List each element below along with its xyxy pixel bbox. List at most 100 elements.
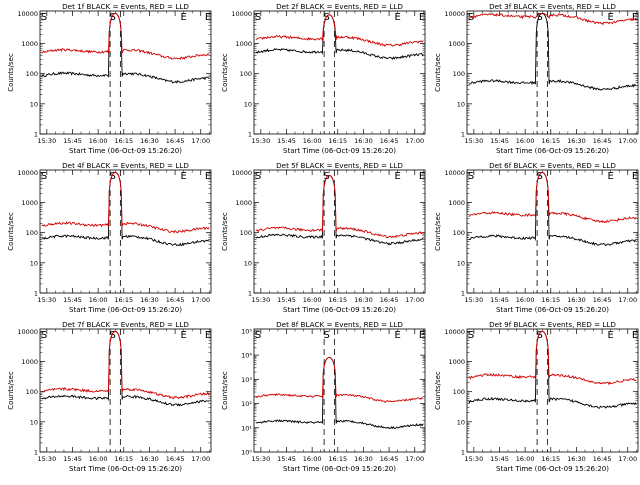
start-marker: S bbox=[255, 12, 261, 23]
x-tick-label: 15:30 bbox=[464, 296, 483, 304]
detector-panel-3: Det 3f BLACK = Events, RED = LLD 1 10 100 10… bbox=[434, 2, 639, 155]
y-tick-label: 1 bbox=[461, 131, 465, 139]
x-tick-label: 17:00 bbox=[618, 296, 637, 304]
x-tick-label: 16:15 bbox=[541, 296, 560, 304]
x-axis-label: Start Time (06-Oct-09 15:26:20) bbox=[283, 306, 396, 314]
y-tick-label: 100 bbox=[453, 388, 465, 396]
series-lld-line bbox=[468, 171, 637, 224]
y-tick-label: 1000 bbox=[448, 358, 465, 366]
x-tick-label: 16:15 bbox=[328, 455, 347, 463]
y-tick-label: 100 bbox=[26, 388, 38, 396]
detector-panel-7: Det 7f BLACK = Events, RED = LLD 1 10 100 10… bbox=[7, 320, 212, 473]
series-events-line bbox=[41, 171, 210, 247]
y-tick-label: 100 bbox=[453, 70, 465, 78]
x-tick-label: 16:15 bbox=[114, 296, 133, 304]
x-axis-label: Start Time (06-Oct-09 15:26:20) bbox=[69, 465, 182, 473]
y-axis-label: Counts/sec bbox=[221, 212, 229, 251]
x-axis-label: Start Time (06-Oct-09 15:26:20) bbox=[69, 147, 182, 155]
x-tick-label: 16:00 bbox=[303, 296, 322, 304]
x-tick-label: 16:30 bbox=[140, 137, 159, 145]
x-tick-label: 15:45 bbox=[63, 296, 82, 304]
y-axis-label: Counts/sec bbox=[7, 53, 15, 92]
y-tick-label: 1000 bbox=[448, 199, 465, 207]
end-marker: E bbox=[632, 330, 638, 341]
x-tick-label: 17:00 bbox=[405, 455, 424, 463]
end-marker: E bbox=[394, 330, 400, 341]
y-tick-label: 10³ bbox=[241, 376, 252, 384]
y-axis-label: Counts/sec bbox=[7, 371, 15, 410]
end-marker: E bbox=[632, 171, 638, 182]
series-lld-line bbox=[41, 12, 210, 60]
series-lld-line bbox=[468, 330, 637, 386]
x-tick-label: 16:00 bbox=[516, 296, 535, 304]
start-marker: S bbox=[323, 171, 329, 182]
start-marker: S bbox=[255, 171, 261, 182]
series-events-line bbox=[468, 171, 637, 247]
start-marker: S bbox=[41, 171, 47, 182]
x-tick-label: 16:45 bbox=[593, 455, 612, 463]
series-events-line bbox=[255, 357, 424, 430]
end-marker: E bbox=[205, 330, 211, 341]
end-marker: E bbox=[419, 171, 425, 182]
y-tick-label: 10 bbox=[457, 100, 465, 108]
end-marker: E bbox=[394, 171, 400, 182]
x-tick-label: 16:45 bbox=[166, 455, 185, 463]
x-tick-label: 16:45 bbox=[593, 137, 612, 145]
panel-title: Det 3f BLACK = Events, RED = LLD bbox=[489, 2, 616, 11]
x-tick-label: 17:00 bbox=[191, 296, 210, 304]
plot-frame bbox=[466, 169, 639, 294]
y-axis-label: Counts/sec bbox=[434, 371, 442, 410]
x-tick-label: 16:15 bbox=[114, 455, 133, 463]
x-tick-label: 15:45 bbox=[63, 455, 82, 463]
x-axis-label: Start Time (06-Oct-09 15:26:20) bbox=[69, 306, 182, 314]
start-marker: S bbox=[109, 171, 115, 182]
y-tick-label: 10⁰ bbox=[241, 449, 252, 457]
y-tick-label: 10000 bbox=[17, 10, 38, 18]
x-tick-label: 16:45 bbox=[380, 137, 399, 145]
x-tick-label: 16:00 bbox=[516, 137, 535, 145]
y-tick-label: 10 bbox=[30, 418, 38, 426]
panel-title: Det 2f BLACK = Events, RED = LLD bbox=[276, 2, 403, 11]
x-tick-label: 16:00 bbox=[89, 455, 108, 463]
y-tick-label: 100 bbox=[453, 229, 465, 237]
y-tick-label: 10 bbox=[244, 259, 252, 267]
y-tick-label: 10⁵ bbox=[241, 327, 252, 335]
start-marker: S bbox=[468, 330, 474, 341]
start-marker: S bbox=[41, 330, 47, 341]
y-tick-label: 1 bbox=[34, 449, 38, 457]
start-marker: S bbox=[536, 171, 542, 182]
start-marker: S bbox=[536, 12, 542, 23]
y-tick-label: 10 bbox=[244, 100, 252, 108]
x-tick-label: 15:45 bbox=[277, 455, 296, 463]
series-events-line bbox=[255, 14, 424, 60]
end-marker: E bbox=[419, 330, 425, 341]
plot-frame bbox=[39, 10, 212, 135]
x-tick-label: 17:00 bbox=[191, 455, 210, 463]
end-marker: E bbox=[180, 12, 186, 23]
start-marker: S bbox=[536, 330, 542, 341]
x-tick-label: 16:45 bbox=[593, 296, 612, 304]
series-lld-line bbox=[255, 357, 424, 403]
y-tick-label: 10 bbox=[457, 259, 465, 267]
end-marker: E bbox=[205, 12, 211, 23]
y-tick-label: 100 bbox=[240, 229, 252, 237]
x-axis-label: Start Time (06-Oct-09 15:26:20) bbox=[496, 147, 609, 155]
end-marker: E bbox=[607, 171, 613, 182]
x-tick-label: 15:45 bbox=[63, 137, 82, 145]
plot-frame bbox=[253, 10, 426, 135]
x-tick-label: 15:45 bbox=[277, 137, 296, 145]
x-tick-label: 16:00 bbox=[303, 455, 322, 463]
y-tick-label: 1000 bbox=[448, 40, 465, 48]
x-tick-label: 15:30 bbox=[251, 137, 270, 145]
x-tick-label: 17:00 bbox=[405, 296, 424, 304]
x-tick-label: 16:45 bbox=[380, 455, 399, 463]
end-marker: E bbox=[607, 12, 613, 23]
x-tick-label: 15:45 bbox=[490, 137, 509, 145]
detector-panel-4: Det 4f BLACK = Events, RED = LLD 1 10 100 10… bbox=[7, 161, 212, 314]
x-tick-label: 16:30 bbox=[567, 137, 586, 145]
x-tick-label: 17:00 bbox=[191, 137, 210, 145]
panel-title: Det 6f BLACK = Events, RED = LLD bbox=[489, 161, 616, 170]
x-tick-label: 16:15 bbox=[328, 137, 347, 145]
y-tick-label: 1000 bbox=[21, 40, 38, 48]
